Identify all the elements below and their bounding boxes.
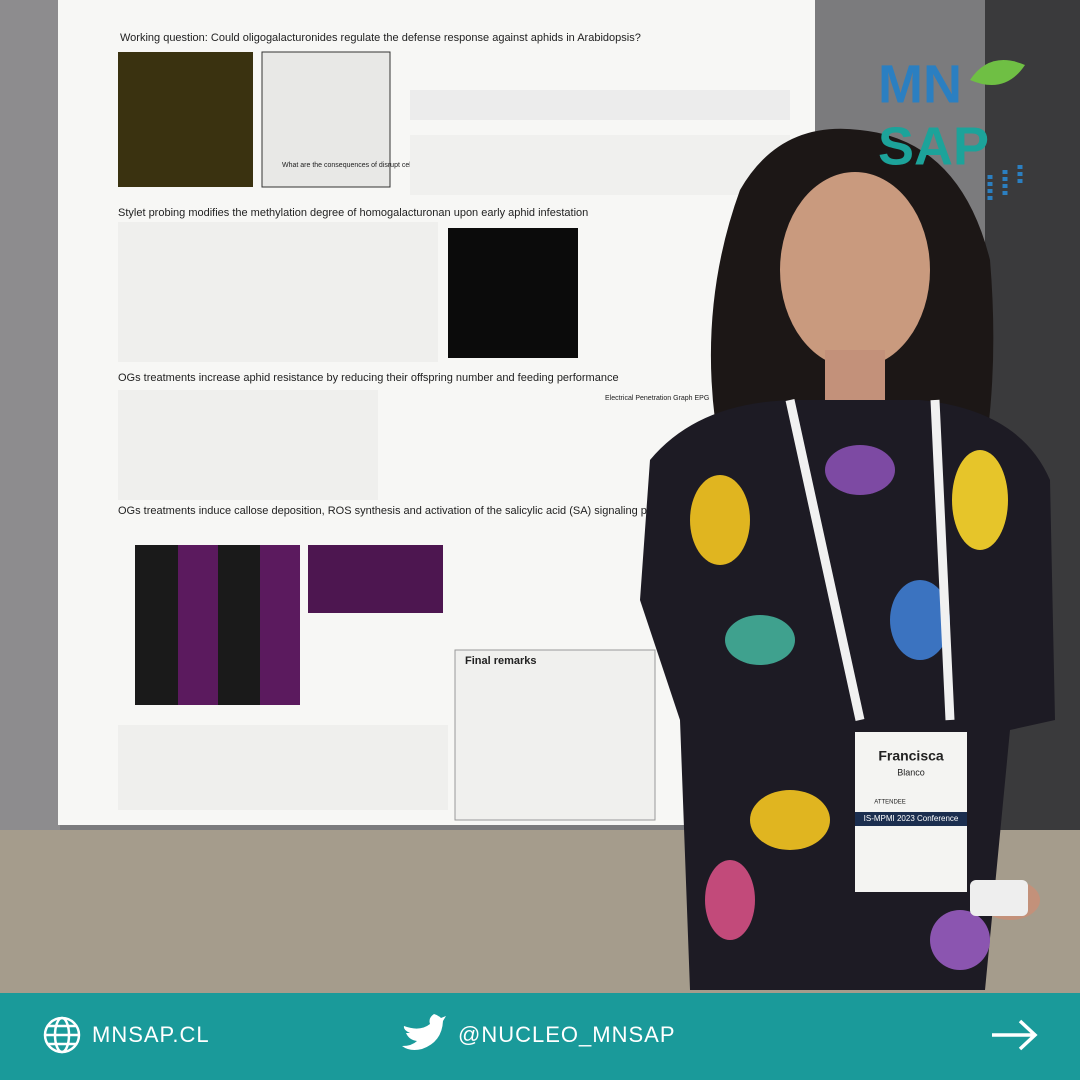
twitter-link[interactable]: @NUCLEO_MNSAP — [458, 1022, 676, 1047]
left-panel — [0, 0, 60, 840]
poster-figure — [118, 222, 438, 362]
face — [780, 172, 930, 368]
lanyard — [785, 399, 955, 721]
dress-pattern — [725, 615, 795, 665]
poster-remarks — [454, 649, 656, 821]
dress-pattern — [952, 450, 1008, 550]
dress-pattern — [930, 910, 990, 970]
poster-image — [261, 51, 391, 188]
badge-event: IS-MPMI 2023 Conference — [864, 814, 959, 823]
badge-name: Francisca — [878, 748, 944, 764]
poster-micrograph — [308, 545, 443, 613]
badge-role: ATTENDEE — [874, 800, 906, 806]
dress-pattern — [705, 860, 755, 940]
logo-line1: MN — [878, 54, 962, 114]
poster-figure — [118, 725, 448, 810]
poster-heading: Stylet probing modifies the methylation … — [118, 207, 588, 219]
poster-text: Electrical Penetration Graph EPG — [605, 395, 709, 402]
next-arrow[interactable] — [992, 1019, 1038, 1051]
badge-strip — [855, 812, 967, 826]
twitter-icon — [402, 1014, 446, 1050]
poster-micrograph — [260, 545, 300, 705]
poster-heading: Final remarks — [465, 655, 537, 667]
website-link[interactable]: MNSAP.CL — [92, 1022, 210, 1047]
poster-micrograph — [178, 545, 218, 705]
poster-diagram — [410, 90, 790, 120]
poster-heading: Working question: Could oligogalacturoni… — [120, 32, 641, 44]
dress-pattern — [690, 475, 750, 565]
globe-icon — [43, 1016, 81, 1054]
logo-line2: SAP — [878, 116, 989, 176]
poster-text: What are the consequences of disrupt cel… — [282, 162, 434, 169]
poster-heading: OGs treatments induce callose deposition… — [118, 505, 682, 517]
watch — [970, 880, 1028, 916]
logo-roots — [987, 165, 1023, 200]
poster-text-block — [410, 135, 790, 195]
poster-image — [118, 52, 253, 187]
dress-pattern — [750, 790, 830, 850]
poster-heading: OGs treatments increase aphid resistance… — [118, 372, 619, 384]
logo-leaf — [970, 60, 1025, 85]
poster-micrograph — [448, 228, 578, 358]
footer — [0, 993, 1080, 1080]
poster-figure — [118, 390, 378, 500]
badge-surname: Blanco — [897, 767, 925, 777]
dress-pattern — [890, 580, 950, 660]
dress-pattern — [825, 445, 895, 495]
